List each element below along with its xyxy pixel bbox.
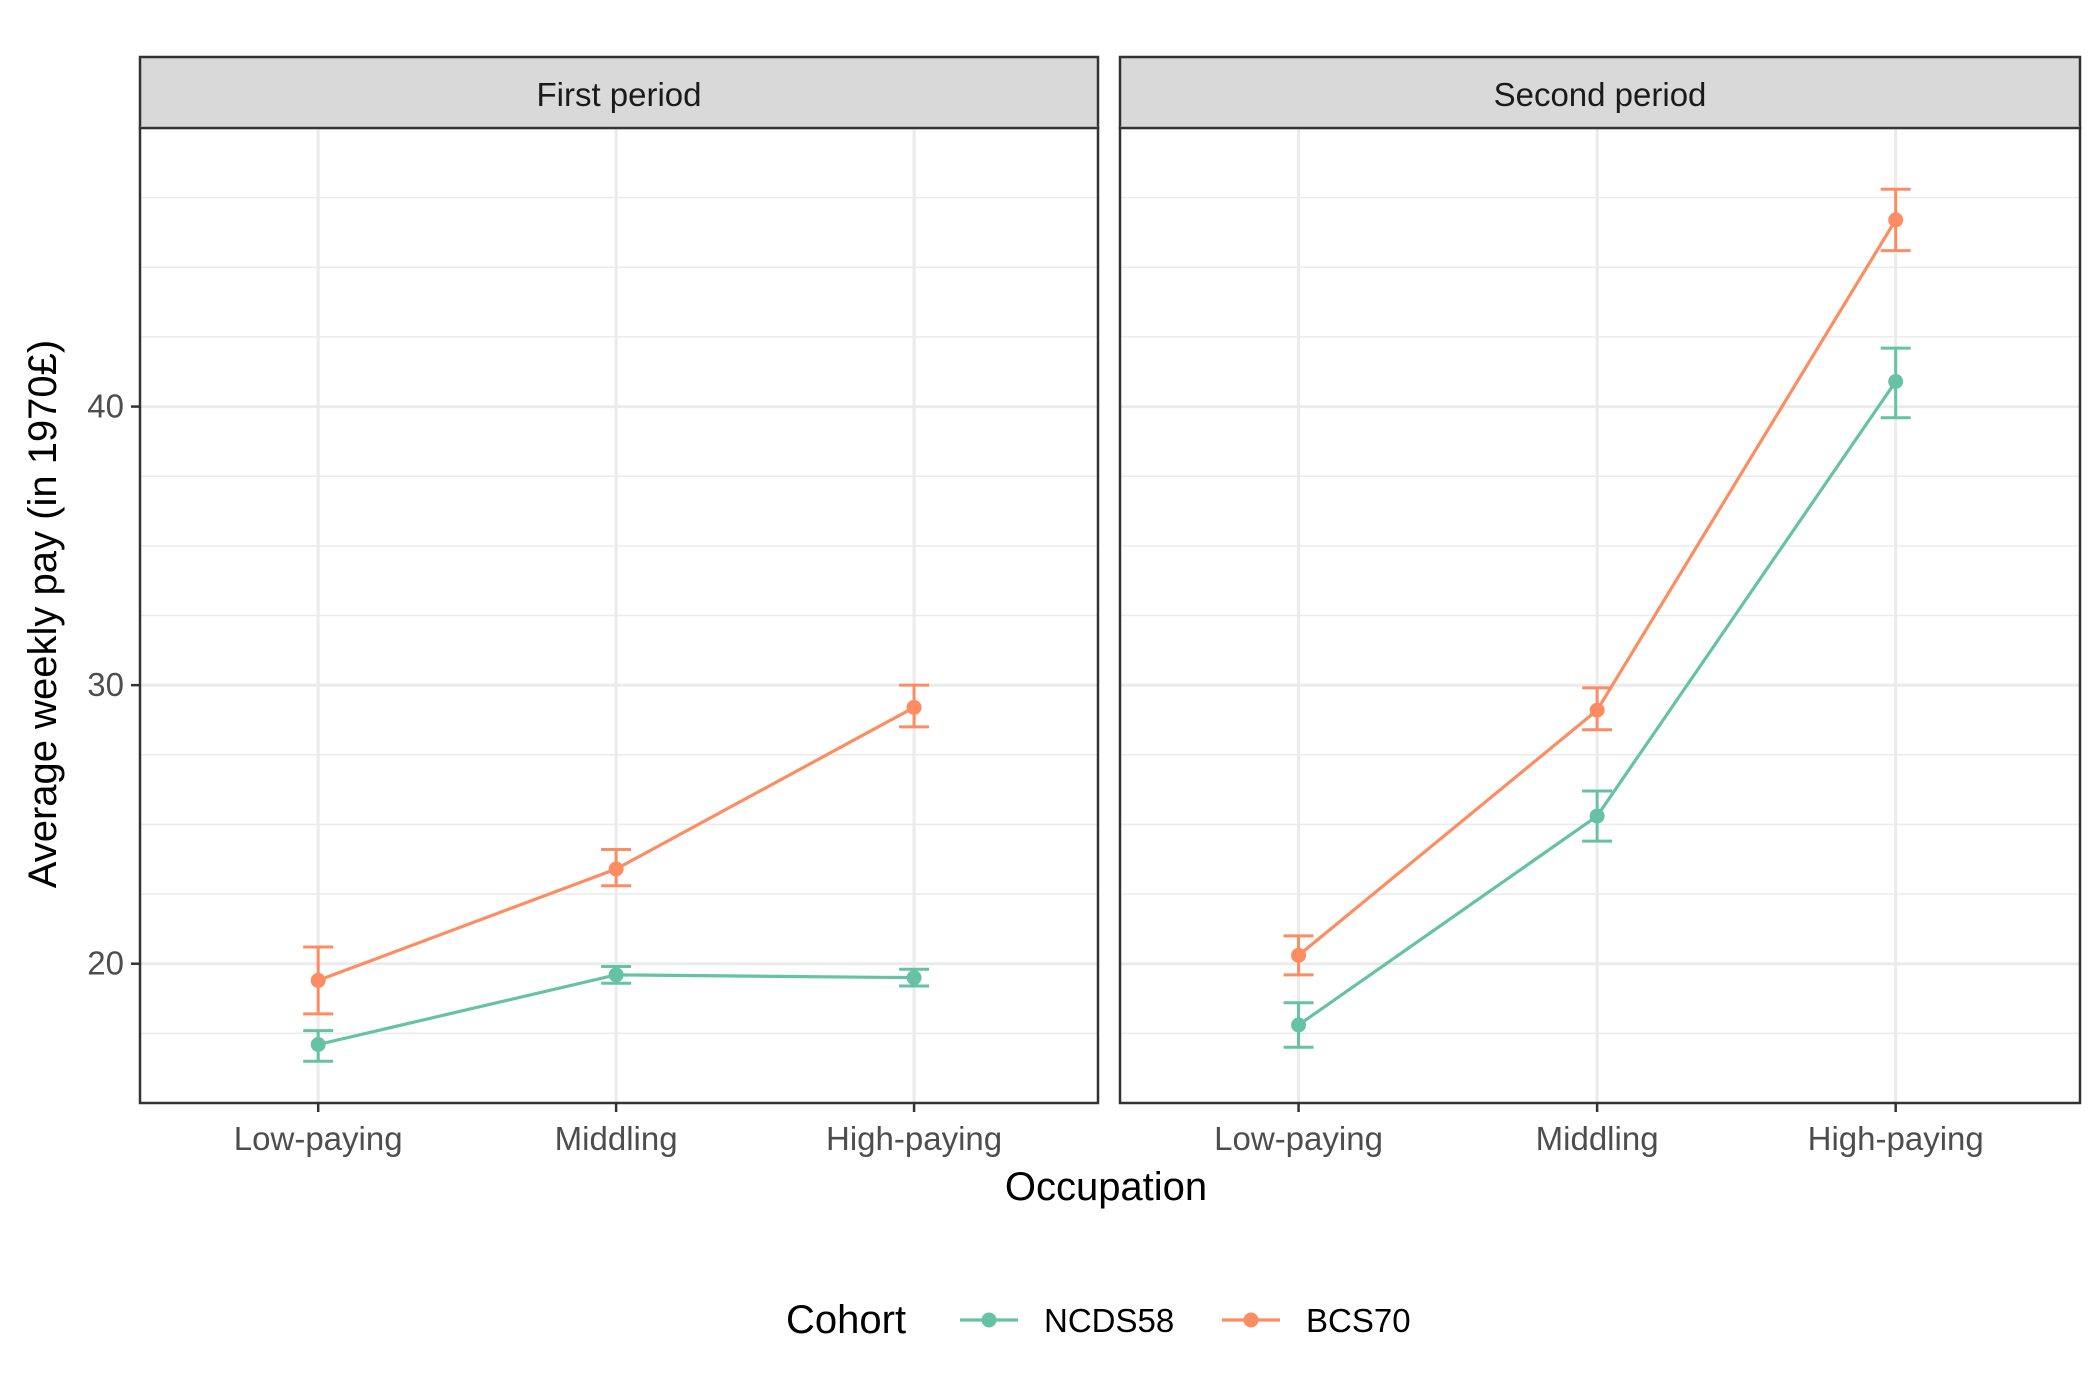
facet-label: First period [536, 76, 701, 113]
panel-border [1118, 126, 2082, 1105]
x-tick-label: Middling [555, 1120, 678, 1157]
chart-panels: First period Low-paying Middling High-payin… [87, 55, 2082, 1157]
data-point-bcs70 [1589, 702, 1605, 718]
data-point-ncds58 [1291, 1017, 1307, 1033]
panel-2: Second period Low-paying Middling High-payi… [1118, 55, 2082, 1157]
data-point-ncds58 [1888, 374, 1904, 389]
y-axis-title: Average weekly pay (in 1970£) [21, 340, 65, 888]
data-point-ncds58 [310, 1037, 326, 1052]
x-tick-label: Low-paying [1214, 1120, 1383, 1157]
data-point-ncds58 [608, 967, 624, 983]
x-axis-title: Occupation [1005, 1165, 1207, 1209]
legend-title: Cohort [786, 1298, 906, 1342]
panel-1: First period Low-paying Middling High-payin… [87, 55, 1100, 1157]
data-point-bcs70 [608, 861, 624, 877]
x-tick-label: High-paying [826, 1120, 1002, 1157]
y-tick-label: 40 [87, 388, 124, 425]
x-tick-label: High-paying [1808, 1120, 1984, 1157]
legend: Cohort NCDS58 BCS70 [786, 1298, 1411, 1342]
panel-border [138, 126, 1100, 1105]
legend-label: NCDS58 [1044, 1302, 1174, 1339]
legend-entry-bcs70: BCS70 [1222, 1302, 1411, 1339]
data-point-bcs70 [310, 972, 326, 988]
data-point-bcs70 [1291, 947, 1307, 963]
y-tick-label: 20 [87, 945, 124, 982]
data-point-bcs70 [1888, 212, 1904, 228]
data-point-ncds58 [1589, 808, 1605, 824]
legend-entry-ncds58: NCDS58 [960, 1302, 1174, 1339]
facet-strip [138, 55, 1100, 130]
facet-label: Second period [1494, 76, 1707, 113]
x-tick-label: Low-paying [234, 1120, 403, 1157]
x-tick-label: Middling [1536, 1120, 1659, 1157]
legend-key-point [1243, 1312, 1259, 1328]
legend-key-point [981, 1312, 997, 1328]
facet-strip [1118, 55, 2082, 130]
data-point-bcs70 [906, 699, 922, 715]
y-tick-label: 30 [87, 666, 124, 703]
data-point-ncds58 [906, 970, 922, 986]
legend-label: BCS70 [1306, 1302, 1411, 1339]
